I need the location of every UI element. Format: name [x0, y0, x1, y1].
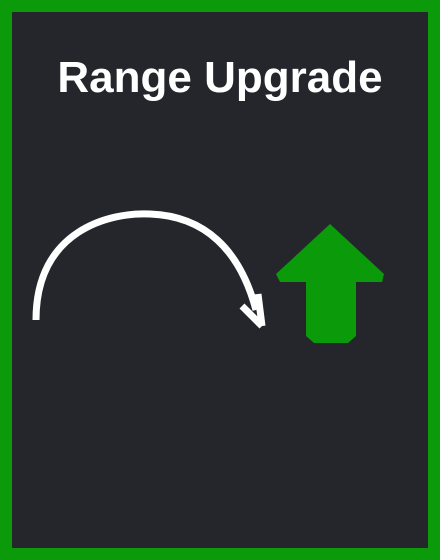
- upgrade-title: Range Upgrade: [57, 53, 383, 102]
- up-arrow-icon: [276, 224, 384, 343]
- curved-arrow-icon: [32, 210, 266, 329]
